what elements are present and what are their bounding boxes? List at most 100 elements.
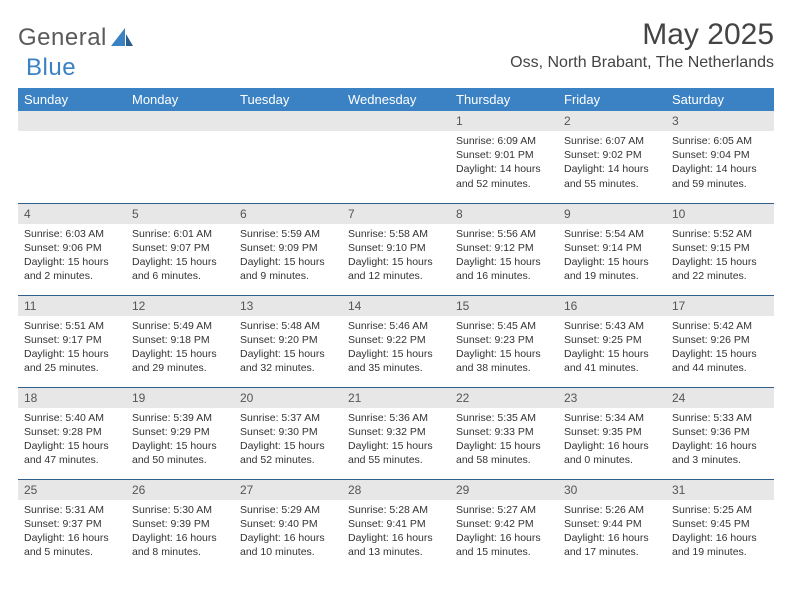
- calendar-day-cell: 13Sunrise: 5:48 AMSunset: 9:20 PMDayligh…: [234, 295, 342, 387]
- day-header: Friday: [558, 88, 666, 111]
- day-details: Sunrise: 5:27 AMSunset: 9:42 PMDaylight:…: [450, 500, 558, 564]
- day-number: 19: [126, 388, 234, 408]
- calendar-day-cell: 3Sunrise: 6:05 AMSunset: 9:04 PMDaylight…: [666, 111, 774, 203]
- day-details: Sunrise: 5:51 AMSunset: 9:17 PMDaylight:…: [18, 316, 126, 380]
- day-number: 10: [666, 204, 774, 224]
- calendar-day-cell: 29Sunrise: 5:27 AMSunset: 9:42 PMDayligh…: [450, 479, 558, 571]
- calendar-week-row: 1Sunrise: 6:09 AMSunset: 9:01 PMDaylight…: [18, 111, 774, 203]
- day-details: Sunrise: 5:49 AMSunset: 9:18 PMDaylight:…: [126, 316, 234, 380]
- calendar-week-row: 4Sunrise: 6:03 AMSunset: 9:06 PMDaylight…: [18, 203, 774, 295]
- day-number: 6: [234, 204, 342, 224]
- calendar-day-cell: 4Sunrise: 6:03 AMSunset: 9:06 PMDaylight…: [18, 203, 126, 295]
- day-details: Sunrise: 5:30 AMSunset: 9:39 PMDaylight:…: [126, 500, 234, 564]
- calendar-day-cell: 17Sunrise: 5:42 AMSunset: 9:26 PMDayligh…: [666, 295, 774, 387]
- day-number: 5: [126, 204, 234, 224]
- calendar-day-cell: 23Sunrise: 5:34 AMSunset: 9:35 PMDayligh…: [558, 387, 666, 479]
- calendar-table: SundayMondayTuesdayWednesdayThursdayFrid…: [18, 88, 774, 571]
- calendar-day-cell: 1Sunrise: 6:09 AMSunset: 9:01 PMDaylight…: [450, 111, 558, 203]
- calendar-day-cell: 21Sunrise: 5:36 AMSunset: 9:32 PMDayligh…: [342, 387, 450, 479]
- calendar-day-cell: 18Sunrise: 5:40 AMSunset: 9:28 PMDayligh…: [18, 387, 126, 479]
- day-number: 11: [18, 296, 126, 316]
- day-number: 13: [234, 296, 342, 316]
- calendar-day-cell: [342, 111, 450, 203]
- day-number: [342, 111, 450, 131]
- day-details: Sunrise: 5:31 AMSunset: 9:37 PMDaylight:…: [18, 500, 126, 564]
- day-number: [234, 111, 342, 131]
- day-details: Sunrise: 5:43 AMSunset: 9:25 PMDaylight:…: [558, 316, 666, 380]
- calendar-day-cell: 5Sunrise: 6:01 AMSunset: 9:07 PMDaylight…: [126, 203, 234, 295]
- day-header: Saturday: [666, 88, 774, 111]
- calendar-day-cell: 27Sunrise: 5:29 AMSunset: 9:40 PMDayligh…: [234, 479, 342, 571]
- day-number: 3: [666, 111, 774, 131]
- calendar-day-cell: 7Sunrise: 5:58 AMSunset: 9:10 PMDaylight…: [342, 203, 450, 295]
- day-number: 28: [342, 480, 450, 500]
- calendar-body: 1Sunrise: 6:09 AMSunset: 9:01 PMDaylight…: [18, 111, 774, 571]
- month-title: May 2025: [510, 18, 774, 52]
- calendar-day-cell: [234, 111, 342, 203]
- calendar-day-cell: 19Sunrise: 5:39 AMSunset: 9:29 PMDayligh…: [126, 387, 234, 479]
- day-details: Sunrise: 5:25 AMSunset: 9:45 PMDaylight:…: [666, 500, 774, 564]
- logo-sail-icon: [111, 26, 133, 51]
- day-number: [18, 111, 126, 131]
- day-number: 26: [126, 480, 234, 500]
- calendar-day-cell: 14Sunrise: 5:46 AMSunset: 9:22 PMDayligh…: [342, 295, 450, 387]
- day-details: Sunrise: 5:35 AMSunset: 9:33 PMDaylight:…: [450, 408, 558, 472]
- calendar-day-cell: 30Sunrise: 5:26 AMSunset: 9:44 PMDayligh…: [558, 479, 666, 571]
- location: Oss, North Brabant, The Netherlands: [510, 54, 774, 72]
- day-number: 7: [342, 204, 450, 224]
- calendar-day-cell: 8Sunrise: 5:56 AMSunset: 9:12 PMDaylight…: [450, 203, 558, 295]
- day-number: 2: [558, 111, 666, 131]
- day-header: Thursday: [450, 88, 558, 111]
- calendar-day-cell: 22Sunrise: 5:35 AMSunset: 9:33 PMDayligh…: [450, 387, 558, 479]
- calendar-day-cell: 12Sunrise: 5:49 AMSunset: 9:18 PMDayligh…: [126, 295, 234, 387]
- day-details: Sunrise: 6:07 AMSunset: 9:02 PMDaylight:…: [558, 131, 666, 195]
- day-details: Sunrise: 5:39 AMSunset: 9:29 PMDaylight:…: [126, 408, 234, 472]
- logo: General: [18, 24, 135, 52]
- day-details: Sunrise: 5:48 AMSunset: 9:20 PMDaylight:…: [234, 316, 342, 380]
- day-details: Sunrise: 5:33 AMSunset: 9:36 PMDaylight:…: [666, 408, 774, 472]
- day-number: 16: [558, 296, 666, 316]
- day-number: 15: [450, 296, 558, 316]
- calendar-day-cell: 2Sunrise: 6:07 AMSunset: 9:02 PMDaylight…: [558, 111, 666, 203]
- calendar-header-row: SundayMondayTuesdayWednesdayThursdayFrid…: [18, 88, 774, 111]
- calendar-day-cell: 28Sunrise: 5:28 AMSunset: 9:41 PMDayligh…: [342, 479, 450, 571]
- day-details: Sunrise: 6:05 AMSunset: 9:04 PMDaylight:…: [666, 131, 774, 195]
- day-number: 17: [666, 296, 774, 316]
- day-number: 9: [558, 204, 666, 224]
- calendar-day-cell: 6Sunrise: 5:59 AMSunset: 9:09 PMDaylight…: [234, 203, 342, 295]
- day-details: Sunrise: 6:01 AMSunset: 9:07 PMDaylight:…: [126, 224, 234, 288]
- day-number: 18: [18, 388, 126, 408]
- calendar-week-row: 25Sunrise: 5:31 AMSunset: 9:37 PMDayligh…: [18, 479, 774, 571]
- day-number: 21: [342, 388, 450, 408]
- day-number: 12: [126, 296, 234, 316]
- day-number: 14: [342, 296, 450, 316]
- day-details: Sunrise: 5:29 AMSunset: 9:40 PMDaylight:…: [234, 500, 342, 564]
- day-number: 1: [450, 111, 558, 131]
- day-header: Wednesday: [342, 88, 450, 111]
- day-details: Sunrise: 5:45 AMSunset: 9:23 PMDaylight:…: [450, 316, 558, 380]
- day-number: 20: [234, 388, 342, 408]
- title-block: May 2025 Oss, North Brabant, The Netherl…: [510, 18, 774, 72]
- day-header: Tuesday: [234, 88, 342, 111]
- day-details: Sunrise: 5:34 AMSunset: 9:35 PMDaylight:…: [558, 408, 666, 472]
- calendar-day-cell: 15Sunrise: 5:45 AMSunset: 9:23 PMDayligh…: [450, 295, 558, 387]
- day-number: 22: [450, 388, 558, 408]
- day-details: Sunrise: 5:37 AMSunset: 9:30 PMDaylight:…: [234, 408, 342, 472]
- calendar-day-cell: 31Sunrise: 5:25 AMSunset: 9:45 PMDayligh…: [666, 479, 774, 571]
- day-details: Sunrise: 5:54 AMSunset: 9:14 PMDaylight:…: [558, 224, 666, 288]
- calendar-day-cell: 24Sunrise: 5:33 AMSunset: 9:36 PMDayligh…: [666, 387, 774, 479]
- calendar-week-row: 18Sunrise: 5:40 AMSunset: 9:28 PMDayligh…: [18, 387, 774, 479]
- day-details: Sunrise: 5:26 AMSunset: 9:44 PMDaylight:…: [558, 500, 666, 564]
- day-header: Monday: [126, 88, 234, 111]
- day-number: 25: [18, 480, 126, 500]
- day-number: 8: [450, 204, 558, 224]
- day-number: 29: [450, 480, 558, 500]
- day-number: 23: [558, 388, 666, 408]
- day-details: Sunrise: 6:09 AMSunset: 9:01 PMDaylight:…: [450, 131, 558, 195]
- day-details: Sunrise: 5:46 AMSunset: 9:22 PMDaylight:…: [342, 316, 450, 380]
- day-details: Sunrise: 5:42 AMSunset: 9:26 PMDaylight:…: [666, 316, 774, 380]
- day-number: 31: [666, 480, 774, 500]
- calendar-day-cell: [126, 111, 234, 203]
- day-number: 27: [234, 480, 342, 500]
- logo-text-general: General: [18, 24, 107, 52]
